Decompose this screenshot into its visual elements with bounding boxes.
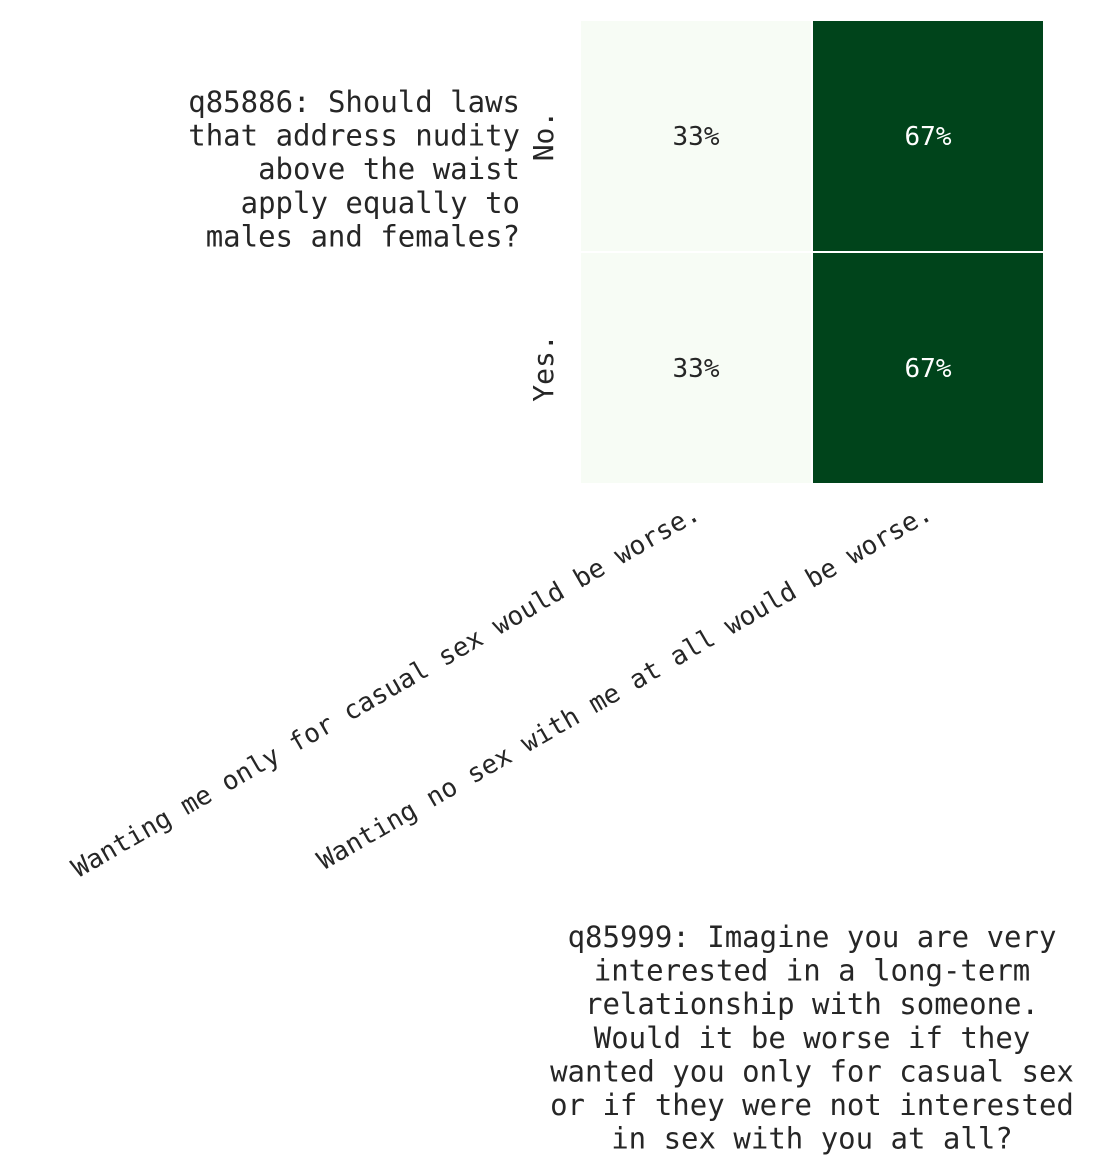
axis-title-line: wanted you only for casual sex <box>550 1054 1074 1088</box>
heatmap-cells <box>579 19 1045 485</box>
y-axis-title: q85886: Should laws that address nudity ab… <box>188 85 520 253</box>
axis-title-line: relationship with someone. <box>585 987 1039 1021</box>
axis-title-line: in sex with you at all? <box>611 1122 1013 1156</box>
axis-title-line: that address nudity <box>188 119 520 153</box>
axis-title-line: q85999: Imagine you are very <box>568 920 1057 954</box>
cell-value-label: 67% <box>905 122 952 152</box>
heatmap-cell-r1-c0 <box>579 251 813 485</box>
y-tick-labels: No. Yes. <box>527 111 560 402</box>
axis-title-line: Would it be worse if they <box>594 1021 1031 1055</box>
y-tick-label: Yes. <box>527 334 560 401</box>
axis-title-line: above the waist <box>258 152 520 186</box>
axis-title-line: or if they were not interested <box>550 1088 1074 1122</box>
cell-value-label: 33% <box>673 354 720 384</box>
heatmap-cell-r0-c0 <box>579 19 813 253</box>
x-tick-labels: Wanting me only for casual sex would be … <box>67 498 938 884</box>
axis-title-line: q85886: Should laws <box>188 85 520 119</box>
heatmap-cell-r1-c1 <box>811 251 1045 485</box>
axis-title-line: apply equally to <box>241 186 520 220</box>
cell-value-label: 67% <box>905 354 952 384</box>
axis-title-line: interested in a long-term <box>594 954 1031 988</box>
heatmap-cell-r0-c1 <box>811 19 1045 253</box>
cell-value-label: 33% <box>673 122 720 152</box>
x-axis-title: q85999: Imagine you are very interested i… <box>550 920 1074 1156</box>
heatmap-cell-labels: 33% 67% 33% 67% <box>673 122 952 384</box>
axis-title-line: males and females? <box>206 219 520 253</box>
y-tick-label: No. <box>527 111 560 162</box>
